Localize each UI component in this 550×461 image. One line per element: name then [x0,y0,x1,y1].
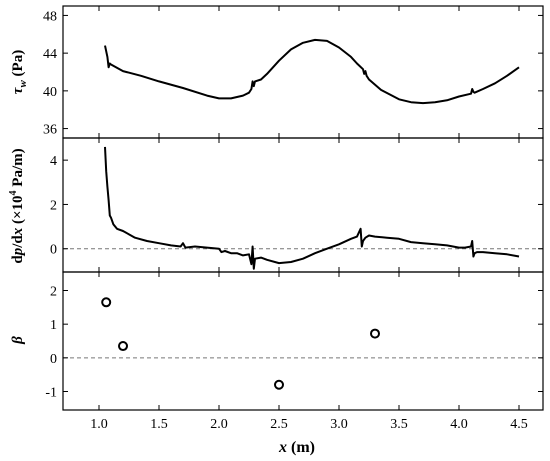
scatter-point [370,328,380,339]
x-tick-label: 2.0 [210,417,228,432]
panels: 36 40 44 48 0 2 4 -1 0 1 2 1.0 1.5 2.0 2.5 3.0 3.5 4.0 4.5 [43,5,544,432]
tau-w-ylabel: τw (Pa) [10,50,29,94]
y-tick-label: 1 [50,318,57,333]
y-tick-label: 2 [50,285,57,300]
y-tick-label: 0 [50,243,57,258]
x-tick-label: 4.0 [450,417,468,432]
x-tick-label: 3.5 [390,417,408,432]
y-tick-label: 36 [43,123,57,138]
x-axis-label: x (m) [278,439,315,456]
x-tick-label: 1.0 [90,417,108,432]
x-tick-label: 4.5 [510,417,528,432]
y-tick-label: 2 [50,198,57,213]
y-tick-label: 0 [50,352,57,367]
plot-frame [62,271,544,411]
y-tick-label: 44 [43,47,57,62]
x-tick-label: 1.5 [150,417,168,432]
tau-w-panel: 36 40 44 48 [43,5,544,139]
y-tick-label: -1 [45,385,57,400]
dpdx-ylabel: dp/dx (×104 Pa/m) [8,148,26,263]
plot-frame [62,5,544,139]
y-tick-label: 48 [43,9,57,24]
x-tick-label: 2.5 [270,417,288,432]
scatter-point [101,297,112,308]
y-tick-label: 4 [50,154,57,169]
beta-ylabel: β [10,336,26,345]
x-tick-label: 3.0 [330,417,348,432]
dpdx-panel: 0 2 4 [50,137,544,273]
y-tick-label: 40 [43,85,57,100]
scatter-point [274,379,284,390]
plot-frame [62,137,544,273]
series-line [104,38,520,105]
series-line [104,146,520,270]
scatter-point [118,341,128,352]
beta-panel: -1 0 1 2 1.0 1.5 2.0 2.5 3.0 3.5 4.0 4.5 [45,271,544,432]
